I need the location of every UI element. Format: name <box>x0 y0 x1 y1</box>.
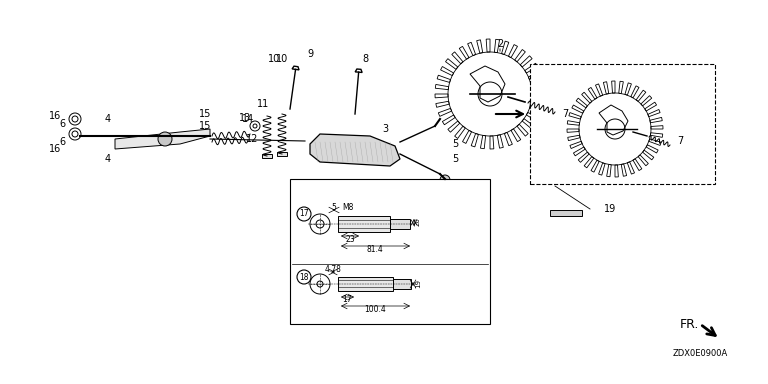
Text: 6: 6 <box>59 137 65 147</box>
Text: 5: 5 <box>332 202 336 212</box>
Text: 8: 8 <box>362 54 368 64</box>
Bar <box>390 219 410 229</box>
Text: 20: 20 <box>415 218 421 227</box>
Polygon shape <box>115 129 210 149</box>
Text: 5: 5 <box>452 154 458 164</box>
Bar <box>530 64 715 184</box>
Text: 4: 4 <box>105 154 111 164</box>
Bar <box>393 279 411 289</box>
Text: 3: 3 <box>382 124 388 134</box>
Circle shape <box>440 175 450 185</box>
Bar <box>290 179 490 324</box>
Text: 15: 15 <box>199 109 211 119</box>
Bar <box>262 154 272 158</box>
Text: 15: 15 <box>199 121 211 131</box>
Text: 5: 5 <box>452 139 458 149</box>
Text: 17: 17 <box>343 296 352 305</box>
Text: 7: 7 <box>562 109 568 119</box>
Text: 2: 2 <box>497 39 503 49</box>
Text: 9: 9 <box>307 49 313 59</box>
Text: ZDX0E0900A: ZDX0E0900A <box>672 349 727 359</box>
Text: 10: 10 <box>276 54 288 64</box>
Text: 19: 19 <box>415 280 421 288</box>
Text: 19: 19 <box>604 204 616 214</box>
Text: 13: 13 <box>239 113 251 123</box>
Text: 4: 4 <box>105 114 111 124</box>
Text: 6: 6 <box>59 119 65 129</box>
Text: 7: 7 <box>677 136 683 146</box>
Bar <box>338 277 393 291</box>
Bar <box>277 152 287 156</box>
Polygon shape <box>310 134 400 166</box>
Text: 10: 10 <box>268 54 280 64</box>
Text: 16: 16 <box>49 111 61 121</box>
Text: 17: 17 <box>300 210 309 218</box>
Text: 16: 16 <box>49 144 61 154</box>
Text: 14: 14 <box>242 114 254 124</box>
Circle shape <box>158 132 172 146</box>
Bar <box>550 210 582 216</box>
Text: 81.4: 81.4 <box>366 245 383 253</box>
Text: 11: 11 <box>257 99 269 109</box>
Text: FR.: FR. <box>680 318 700 331</box>
Text: 4.78: 4.78 <box>325 265 342 273</box>
Bar <box>338 216 390 232</box>
Text: 23: 23 <box>345 235 355 243</box>
Text: 100.4: 100.4 <box>364 305 386 313</box>
Text: 12: 12 <box>246 134 258 144</box>
Text: M8: M8 <box>343 202 354 212</box>
Text: 18: 18 <box>300 273 309 281</box>
